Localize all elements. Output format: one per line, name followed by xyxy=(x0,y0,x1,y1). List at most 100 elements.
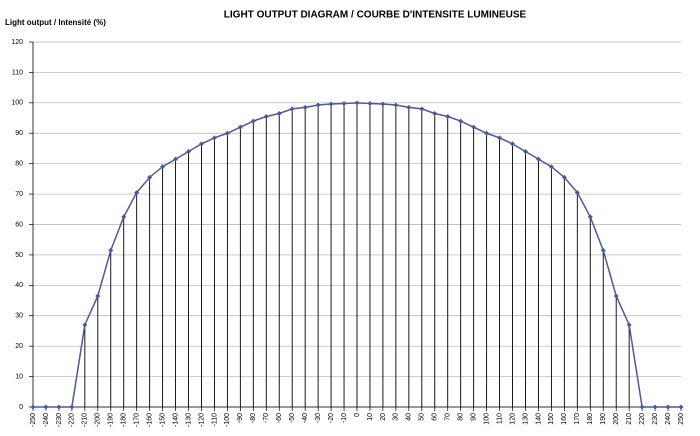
x-tick-label: -230 xyxy=(56,413,63,427)
marker xyxy=(341,100,347,106)
marker xyxy=(56,404,62,410)
marker xyxy=(652,404,658,410)
x-tick-label: 230 xyxy=(652,413,659,425)
x-tick-label: 200 xyxy=(613,413,620,425)
marker xyxy=(147,174,153,180)
x-tick-label: 130 xyxy=(522,413,529,425)
marker xyxy=(69,404,75,410)
x-tick-label: -70 xyxy=(263,413,270,423)
x-tick-label: 150 xyxy=(548,413,555,425)
marker xyxy=(471,124,477,130)
marker xyxy=(276,110,282,116)
marker xyxy=(393,102,399,108)
x-tick-label: -220 xyxy=(69,413,76,427)
x-tick-label: -40 xyxy=(302,413,309,423)
y-tick-label: 20 xyxy=(15,343,23,350)
marker xyxy=(484,130,490,136)
marker xyxy=(354,100,360,106)
x-tick-label: -150 xyxy=(159,413,166,427)
x-tick-label: 20 xyxy=(380,413,387,421)
marker xyxy=(626,322,632,328)
marker xyxy=(302,104,308,110)
marker xyxy=(522,149,528,154)
marker xyxy=(237,124,243,130)
marker xyxy=(380,101,386,107)
x-tick-label: -80 xyxy=(250,413,257,423)
x-tick-label: 70 xyxy=(445,413,452,421)
marker xyxy=(432,110,438,116)
marker xyxy=(95,293,101,299)
x-tick-label: 180 xyxy=(587,413,594,425)
x-tick-label: -190 xyxy=(108,413,115,427)
marker xyxy=(574,190,580,196)
x-tick-label: 0 xyxy=(354,413,361,417)
y-tick-label: 90 xyxy=(15,130,23,137)
x-tick-label: -90 xyxy=(237,413,244,423)
marker xyxy=(535,156,541,162)
marker xyxy=(211,135,217,141)
x-tick-label: 160 xyxy=(561,413,568,425)
x-tick-label: -240 xyxy=(43,413,50,427)
x-tick-label: 250 xyxy=(678,413,685,425)
x-tick-label: -130 xyxy=(185,413,192,427)
marker xyxy=(121,214,127,220)
y-tick-label: 10 xyxy=(15,373,23,380)
marker xyxy=(678,404,684,410)
y-tick-label: 110 xyxy=(12,69,23,76)
x-tick-label: -10 xyxy=(341,413,348,423)
marker xyxy=(108,247,114,253)
x-tick-label: 60 xyxy=(432,413,439,421)
y-tick-label: 40 xyxy=(15,282,23,289)
x-tick-label: -30 xyxy=(315,413,322,423)
marker xyxy=(82,322,88,328)
x-tick-label: 90 xyxy=(470,413,477,421)
x-tick-label: -120 xyxy=(198,413,205,427)
x-tick-label: -50 xyxy=(289,413,296,423)
marker xyxy=(639,404,645,410)
marker xyxy=(186,149,192,154)
x-tick-label: 170 xyxy=(574,413,581,425)
x-tick-label: 30 xyxy=(393,413,400,421)
marker xyxy=(173,156,179,162)
marker xyxy=(406,104,412,110)
marker xyxy=(510,141,516,147)
marker xyxy=(328,101,334,107)
y-tick-label: 120 xyxy=(11,39,23,46)
marker xyxy=(587,214,593,220)
marker xyxy=(600,247,606,253)
x-tick-label: -250 xyxy=(30,413,37,427)
marker xyxy=(289,106,295,112)
marker xyxy=(497,135,503,141)
marker xyxy=(561,174,567,180)
x-tick-label: -200 xyxy=(95,413,102,427)
x-tick-label: 140 xyxy=(535,413,542,425)
x-tick-label: -100 xyxy=(224,413,231,427)
x-tick-label: 240 xyxy=(665,413,672,425)
marker xyxy=(250,118,256,124)
x-tick-label: -210 xyxy=(82,413,89,427)
x-tick-label: 120 xyxy=(509,413,516,425)
x-tick-label: -160 xyxy=(146,413,153,427)
x-tick-label: -20 xyxy=(328,413,335,423)
x-tick-label: 220 xyxy=(639,413,646,425)
x-tick-label: -170 xyxy=(134,413,141,427)
y-axis-title: Light output / Intensité (%) xyxy=(5,18,106,27)
marker xyxy=(548,164,554,170)
y-tick-label: 80 xyxy=(15,161,23,168)
y-tick-label: 0 xyxy=(19,404,23,411)
x-tick-label: 80 xyxy=(458,413,465,421)
marker xyxy=(665,404,671,410)
x-tick-label: 50 xyxy=(419,413,426,421)
marker xyxy=(134,190,140,196)
marker xyxy=(224,130,230,136)
y-tick-label: 60 xyxy=(15,221,23,228)
marker xyxy=(263,114,269,120)
x-tick-label: -110 xyxy=(211,413,218,427)
y-tick-label: 70 xyxy=(15,191,23,198)
marker xyxy=(613,293,619,299)
x-tick-label: -60 xyxy=(276,413,283,423)
marker xyxy=(419,106,425,112)
marker xyxy=(160,164,166,170)
